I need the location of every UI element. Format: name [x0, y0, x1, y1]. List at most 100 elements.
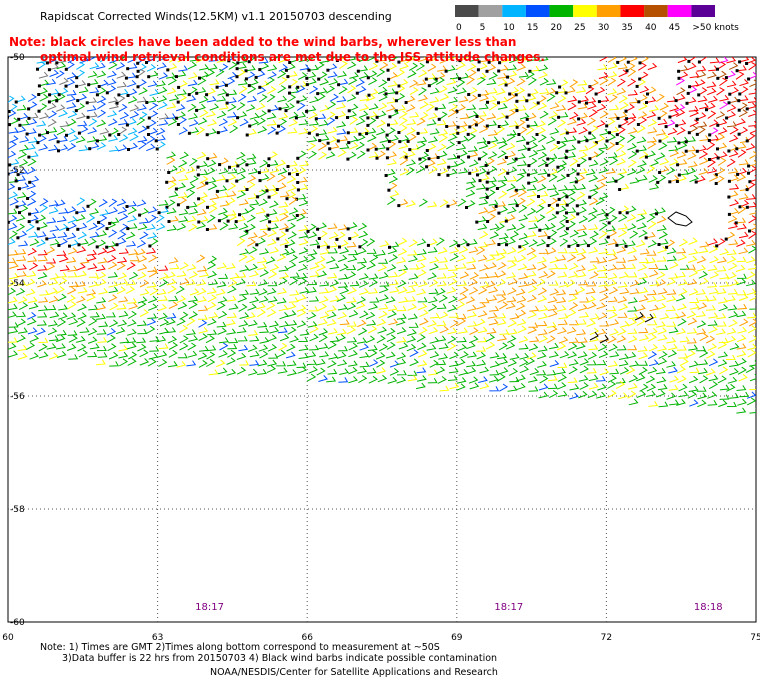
quality-flag-circle: [485, 124, 489, 128]
wind-barb: [356, 296, 367, 304]
wind-barb: [646, 289, 657, 296]
wind-barb: [9, 117, 19, 126]
legend-label: 0: [456, 23, 462, 33]
wind-barb: [529, 336, 540, 343]
quality-flag-circle: [738, 92, 742, 96]
wind-barb: [178, 80, 188, 88]
wind-barb: [278, 112, 289, 120]
quality-flag-circle: [466, 132, 470, 136]
wind-barb: [246, 158, 257, 166]
wind-barb: [337, 149, 347, 158]
wind-barb: [346, 326, 356, 335]
quality-flag-circle: [664, 125, 668, 129]
quality-flag-circle: [126, 227, 130, 231]
wind-barb: [8, 214, 18, 223]
wind-barb: [87, 336, 98, 344]
wind-barb: [376, 68, 386, 78]
wind-barb: [476, 117, 486, 126]
wind-barb: [488, 271, 499, 278]
wind-barb: [687, 328, 698, 334]
wind-barb: [248, 167, 259, 175]
wind-barb: [676, 247, 687, 254]
wind-barb: [446, 57, 457, 62]
wind-barb: [86, 293, 96, 302]
wind-barb: [347, 255, 358, 263]
quality-flag-circle: [278, 107, 282, 111]
wind-barb: [166, 278, 177, 286]
wind-barb: [367, 117, 377, 126]
quality-flag-circle: [515, 109, 519, 113]
wind-barb: [8, 279, 16, 287]
wind-barb: [558, 191, 568, 200]
wind-barb: [487, 141, 498, 150]
wind-barb: [706, 102, 716, 111]
wind-barb: [517, 144, 528, 152]
wind-barb: [127, 215, 138, 223]
wind-barb: [56, 62, 67, 70]
wind-barb: [549, 127, 560, 135]
wind-barb: [348, 360, 358, 367]
wind-barb: [536, 278, 546, 287]
wind-barb: [696, 175, 706, 183]
wind-barb: [309, 125, 319, 134]
time-label: 18:17: [195, 602, 224, 613]
wind-barb: [488, 375, 499, 383]
wind-barb: [428, 296, 438, 304]
wind-barb: [48, 287, 58, 295]
wind-barb: [378, 272, 389, 279]
quality-flag-circle: [654, 212, 658, 216]
wind-barb: [627, 68, 637, 78]
wind-barb: [356, 117, 366, 126]
wind-barb: [559, 238, 569, 247]
quality-flag-circle: [374, 147, 378, 151]
quality-flag-circle: [447, 165, 451, 169]
wind-barb: [586, 134, 597, 142]
wind-barb: [236, 215, 246, 223]
quality-flag-circle: [105, 227, 109, 231]
wind-barb: [468, 376, 479, 384]
quality-flag-circle: [296, 85, 300, 89]
wind-barb: [346, 321, 357, 327]
wind-barb: [58, 223, 69, 232]
wind-barb: [687, 317, 698, 326]
wind-barb: [379, 285, 389, 294]
wind-barb: [447, 153, 458, 160]
wind-barb: [217, 296, 228, 304]
wind-barb: [679, 264, 690, 270]
wind-barb: [248, 368, 258, 376]
wind-barb: [108, 351, 119, 360]
wind-barb: [618, 392, 628, 400]
wind-barb: [569, 229, 579, 238]
wind-barb: [279, 248, 290, 256]
wind-barb: [269, 216, 280, 223]
wind-barb: [435, 76, 445, 86]
wind-barb: [178, 65, 188, 72]
wind-barb: [176, 182, 187, 190]
quality-flag-circle: [458, 77, 462, 81]
wind-barb: [576, 265, 586, 272]
quality-flag-circle: [36, 141, 40, 145]
wind-barb: [607, 279, 617, 287]
wind-barb: [308, 150, 317, 159]
quality-flag-circle: [26, 197, 30, 200]
quality-flag-circle: [547, 173, 551, 177]
wind-barb: [338, 273, 349, 280]
wind-barb: [528, 176, 539, 184]
quality-flag-circle: [615, 142, 619, 145]
wind-barb: [166, 156, 176, 165]
wind-barb: [617, 223, 628, 230]
wind-barb: [8, 238, 16, 246]
wind-barb: [528, 157, 538, 167]
quality-flag-circle: [157, 211, 161, 215]
wind-barb: [207, 270, 218, 279]
wind-barb: [239, 289, 250, 296]
wind-barb: [697, 392, 708, 400]
wind-barb: [108, 118, 118, 126]
quality-flag-circle: [747, 164, 751, 168]
wind-barb: [297, 366, 307, 374]
wind-barb: [606, 305, 617, 312]
wind-barb: [546, 270, 556, 279]
wind-barb: [358, 375, 368, 384]
wind-barb: [46, 343, 57, 350]
wind-barb: [389, 241, 400, 248]
